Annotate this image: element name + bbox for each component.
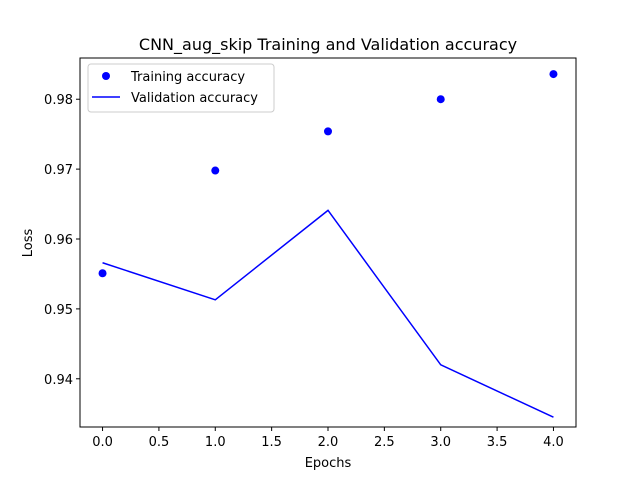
y-tick-label: 0.98	[44, 93, 73, 108]
x-axis-title: Epochs	[305, 456, 352, 471]
y-axis-title: Loss	[21, 229, 36, 258]
x-tick-label: 2.0	[318, 435, 339, 450]
x-tick-label: 2.5	[374, 435, 395, 450]
x-tick-label: 0.0	[92, 435, 113, 450]
x-tick-label: 0.5	[149, 435, 170, 450]
x-tick-label: 1.5	[261, 435, 282, 450]
x-tick-label: 4.0	[543, 435, 564, 450]
legend-box	[87, 63, 275, 113]
series-line-validation	[102, 209, 554, 418]
y-axis: 0.94 0.95 0.96 0.97 0.98	[44, 93, 80, 388]
series-point-training	[436, 95, 445, 104]
series-point-training	[549, 70, 558, 79]
x-axis: 0.0 0.5 1.0 1.5 2.0 2.5 3.0 3.5 4.0	[92, 427, 564, 450]
chart-title: CNN_aug_skip Training and Validation acc…	[139, 35, 517, 55]
y-tick-label: 0.95	[44, 303, 73, 318]
y-tick-label: 0.97	[44, 163, 73, 178]
x-tick-label: 3.0	[430, 435, 451, 450]
y-tick-label: 0.94	[44, 373, 73, 388]
series-point-training	[211, 166, 220, 175]
x-tick-label: 3.5	[487, 435, 508, 450]
plot-area	[98, 70, 558, 418]
x-tick-label: 1.0	[205, 435, 226, 450]
series-point-training	[98, 269, 107, 278]
y-tick-label: 0.96	[44, 233, 73, 248]
legend-label-validation: Validation accuracy	[131, 91, 258, 106]
legend: Training accuracy Validation accuracy	[87, 63, 275, 113]
legend-label-training: Training accuracy	[130, 70, 245, 85]
series-point-training	[324, 127, 332, 136]
legend-marker-training	[102, 72, 110, 80]
